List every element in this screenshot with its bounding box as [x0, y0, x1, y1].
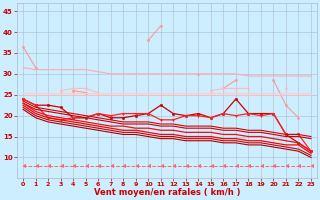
X-axis label: Vent moyen/en rafales ( km/h ): Vent moyen/en rafales ( km/h )	[94, 188, 240, 197]
